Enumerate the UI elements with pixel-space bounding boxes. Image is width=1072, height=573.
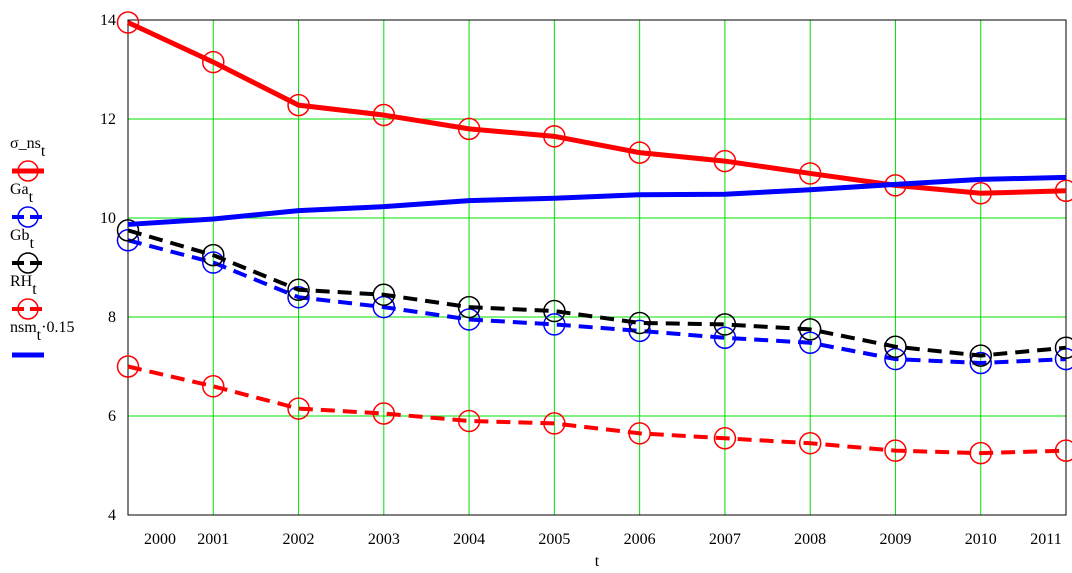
legend-subscript: t [29,189,34,206]
y-tick-label: 14 [100,12,116,29]
point-marker [457,409,481,433]
x-tick-label: 2008 [794,531,826,548]
point-marker [713,149,737,173]
point-marker [798,431,822,455]
y-tick-label: 4 [108,507,116,524]
legend-label: RHt [10,273,37,298]
point-marker [543,125,566,148]
point-marker [628,141,651,164]
x-tick-label: 2001 [197,531,229,548]
point-marker [1054,336,1072,359]
legend-marker [17,252,39,274]
series-line [127,228,1067,358]
point-marker [116,219,140,242]
point-marker [798,162,822,185]
legend-label: nsmt·0.15 [10,319,74,344]
point-marker [543,299,566,323]
x-tick-label: 2007 [709,531,741,548]
point-marker [287,285,310,309]
point-marker [713,313,737,336]
y-tick-label: 12 [100,111,116,128]
x-tick-label: 2009 [879,531,911,548]
legend-name: σ_ns [10,135,41,152]
point-marker [884,335,907,358]
x-tick-label: 2011 [1030,531,1061,548]
point-marker [713,427,737,450]
x-tick-label: 2005 [538,531,570,548]
legend-name: Ga [10,181,29,198]
point-marker [372,283,396,306]
plot-frame [127,19,1067,516]
point-marker [713,326,737,350]
point-marker [798,318,822,341]
point-marker [457,117,481,141]
series-line [127,364,1067,456]
series-line [127,238,1067,366]
series-line [127,174,1067,227]
x-tick-label: 2003 [368,531,400,548]
x-tick-label: 2000 [144,531,176,548]
point-marker [116,11,140,34]
y-tick-label: 10 [100,210,116,227]
point-marker [969,441,992,465]
point-marker [1054,439,1072,462]
point-marker [628,319,651,343]
point-marker [287,93,310,117]
legend-subscript: t [32,281,37,298]
point-marker [287,278,310,302]
point-marker [116,229,140,252]
legend-marker [17,160,39,182]
point-marker [969,344,992,367]
point-marker [628,422,651,445]
legend-name: nsm [10,319,37,336]
legend-name: Gb [10,227,30,244]
point-marker [202,50,225,74]
series-line [126,20,1067,196]
legend-label: Gbt [10,227,35,252]
point-marker [287,397,310,420]
point-marker [1054,179,1072,203]
point-marker [202,251,225,274]
point-marker [628,311,651,335]
point-marker [969,182,992,205]
legend-subscript: t [30,235,35,252]
legend-label: σ_nst [10,135,46,160]
point-marker [543,412,566,435]
point-marker [372,103,396,127]
legend-marker [17,298,39,320]
legend-subscript: t [41,143,46,160]
point-marker [798,331,822,354]
x-tick-label: 2010 [965,531,997,548]
point-marker [884,439,907,462]
x-tick-label: 2006 [624,531,656,548]
x-tick-label: 2002 [283,531,315,548]
legend-suffix: ·0.15 [41,319,74,336]
x-tick-label: 2004 [453,531,485,548]
legend-marker [17,206,39,228]
x-axis-label: t [595,553,600,570]
legend-name: RH [10,273,33,290]
y-tick-label: 6 [108,408,116,425]
legend-label: Gat [10,181,34,206]
point-marker [969,351,992,375]
point-marker [116,355,140,378]
point-marker [202,375,225,398]
point-marker [457,295,481,319]
point-marker [543,313,566,336]
point-marker [202,243,225,267]
y-tick-label: 8 [108,309,116,326]
point-marker [372,402,396,425]
legend-subscript: t [37,327,42,344]
